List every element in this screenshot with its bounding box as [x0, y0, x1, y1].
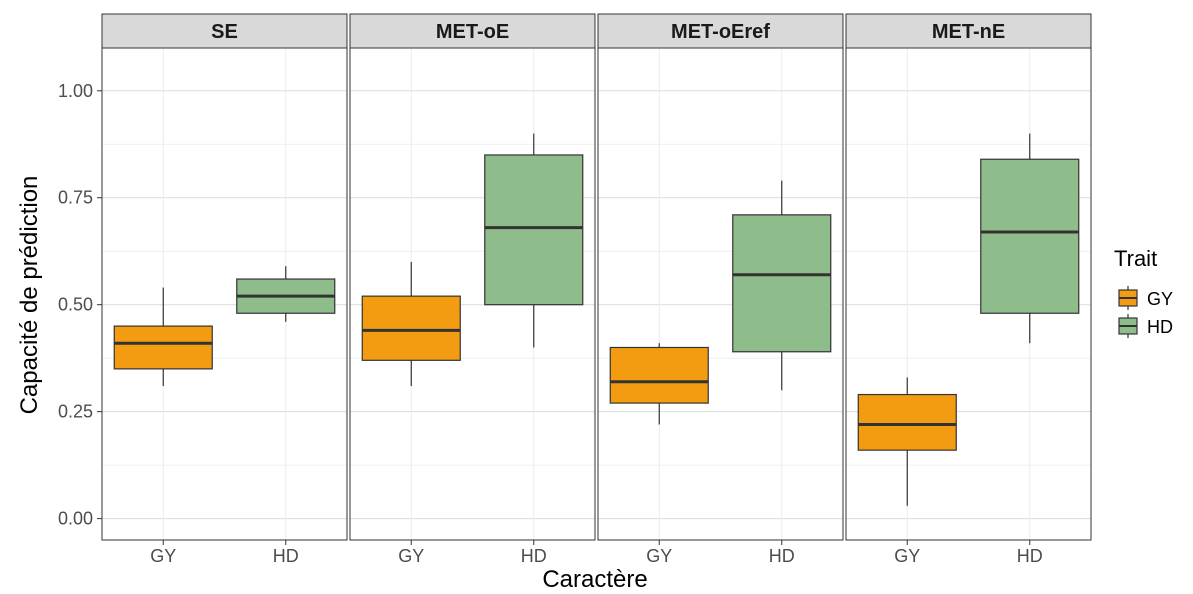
panel-met-oeref: MET-oEref GY HD — [597, 13, 844, 566]
box-gy — [361, 261, 461, 386]
panel-se: SE GY HD — [101, 13, 348, 566]
legend-title: Trait — [1114, 246, 1157, 271]
y-tick-label: 0.50 — [58, 295, 93, 315]
box-body — [361, 295, 461, 361]
box-body — [113, 325, 213, 370]
legend-label: HD — [1147, 317, 1173, 337]
box-gy — [857, 377, 957, 506]
box-hd — [732, 180, 832, 391]
legend-item-gy: GY — [1118, 286, 1173, 310]
box-body — [609, 346, 709, 404]
panel-met-ne: MET-nE GY HD — [845, 13, 1092, 566]
legend-item-hd: HD — [1118, 314, 1173, 338]
y-axis: 0.00 0.25 0.50 0.75 1.00 — [58, 81, 102, 529]
y-tick-label: 1.00 — [58, 81, 93, 101]
y-tick-label: 0.75 — [58, 188, 93, 208]
legend-label: GY — [1147, 289, 1173, 309]
legend: Trait GY HD — [1114, 246, 1173, 338]
y-axis-title: Capacité de prédiction — [16, 176, 43, 415]
box-hd — [484, 133, 584, 348]
x-tick-label: GY — [150, 546, 176, 566]
x-tick-label: GY — [646, 546, 672, 566]
box-body — [857, 393, 957, 451]
strip-label: MET-nE — [932, 21, 1005, 43]
box-hd — [236, 266, 336, 322]
box-hd — [980, 133, 1080, 344]
x-tick-label: GY — [398, 546, 424, 566]
box-body — [980, 158, 1080, 314]
y-tick-label: 0.25 — [58, 402, 93, 422]
box-body — [484, 154, 584, 306]
strip-background — [349, 13, 596, 49]
box-gy — [609, 343, 709, 425]
x-tick-label: HD — [1017, 546, 1043, 566]
strip-background — [101, 13, 348, 49]
strip-label: MET-oEref — [671, 21, 770, 43]
strip-background — [597, 13, 844, 49]
box-gy — [113, 287, 213, 386]
strip-label: MET-oE — [436, 21, 509, 43]
legend-items: GY HD — [1118, 286, 1173, 338]
x-tick-label: HD — [521, 546, 547, 566]
x-axis-title: Caractère — [542, 566, 647, 593]
y-tick-label: 0.00 — [58, 509, 93, 529]
box-body — [732, 214, 832, 353]
x-tick-label: HD — [273, 546, 299, 566]
facet-panels: SE GY HD MET-oE GY HD MET-oEref GY HD MET-nE GY HD — [101, 13, 1092, 566]
x-tick-label: HD — [769, 546, 795, 566]
panel-met-oe: MET-oE GY HD — [349, 13, 596, 566]
strip-label: SE — [211, 21, 238, 43]
x-tick-label: GY — [894, 546, 920, 566]
strip-background — [845, 13, 1092, 49]
